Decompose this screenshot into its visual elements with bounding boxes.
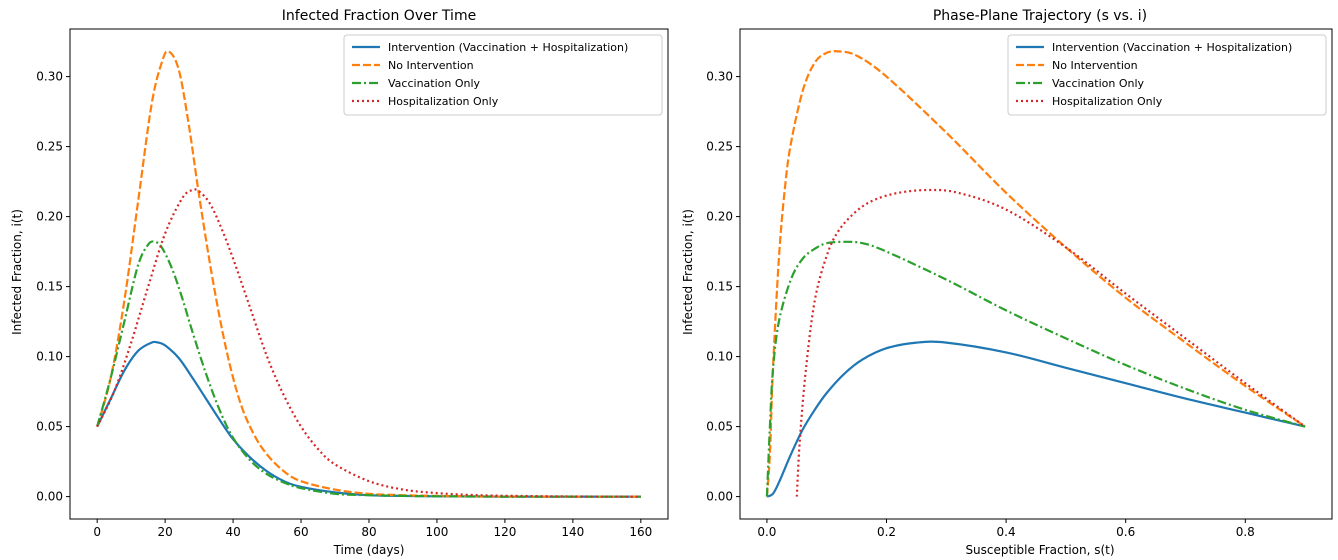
x-tick-label: 0.8 xyxy=(1236,525,1255,539)
legend-entry: No Intervention xyxy=(1052,59,1138,72)
series-line-4 xyxy=(96,188,641,498)
y-tick-label: 0.10 xyxy=(36,350,63,364)
x-tick-label: 80 xyxy=(361,525,376,539)
series-line-3 xyxy=(765,240,1306,497)
y-tick-label: 0.25 xyxy=(36,140,63,154)
x-tick-label: 0.0 xyxy=(757,525,776,539)
infected-over-time-plot: Infected Fraction Over Time Time (days) … xyxy=(10,8,669,557)
plot-frame xyxy=(69,28,669,520)
axis-ticks: 0 20 40 60 80 100 120 140 160 0.00 0.05 0.10 0.15 0.2… xyxy=(36,70,652,539)
x-tick-label: 40 xyxy=(225,525,240,539)
x-tick-label: 0 xyxy=(93,525,101,539)
phase-plane-plot: Phase-Plane Trajectory (s vs. i) Suscept… xyxy=(681,8,1333,557)
y-tick-label: 0.05 xyxy=(36,420,63,434)
chart-title: Phase-Plane Trajectory (s vs. i) xyxy=(933,8,1147,24)
y-tick-label: 0.30 xyxy=(706,70,733,84)
legend-entry: No Intervention xyxy=(388,59,474,72)
legend-box xyxy=(343,34,663,116)
legend-entry: Vaccination Only xyxy=(388,77,481,90)
series-lines xyxy=(765,50,1306,498)
legend: Intervention (Vaccination + Hospitalizat… xyxy=(1007,34,1327,116)
legend-entry: Hospitalization Only xyxy=(388,95,499,108)
legend-entry: Hospitalization Only xyxy=(1052,95,1163,108)
x-axis-label: Susceptible Fraction, s(t) xyxy=(965,543,1114,557)
y-tick-label: 0.00 xyxy=(706,490,733,504)
x-axis-label: Time (days) xyxy=(333,543,405,557)
x-tick-label: 60 xyxy=(293,525,308,539)
axis-ticks: 0.0 0.2 0.4 0.6 0.8 0.00 0.05 0.10 0.15 0.20 0.25 0… xyxy=(706,70,1255,539)
y-tick-label: 0.10 xyxy=(706,350,733,364)
y-tick-label: 0.30 xyxy=(36,70,63,84)
series-line-1 xyxy=(766,340,1306,498)
y-tick-label: 0.00 xyxy=(36,490,63,504)
legend: Intervention (Vaccination + Hospitalizat… xyxy=(343,34,663,116)
plot-frame xyxy=(739,28,1333,520)
x-tick-label: 100 xyxy=(426,525,449,539)
series-lines xyxy=(96,50,641,498)
x-tick-label: 140 xyxy=(561,525,584,539)
series-line-2 xyxy=(765,50,1306,497)
legend-box xyxy=(1007,34,1327,116)
legend-entry: Vaccination Only xyxy=(1052,77,1145,90)
series-line-2 xyxy=(96,50,641,498)
chart-title: Infected Fraction Over Time xyxy=(282,8,476,24)
y-tick-label: 0.20 xyxy=(36,210,63,224)
y-tick-label: 0.05 xyxy=(706,420,733,434)
y-tick-label: 0.25 xyxy=(706,140,733,154)
x-tick-label: 0.2 xyxy=(877,525,896,539)
series-line-4 xyxy=(795,188,1306,497)
y-tick-label: 0.20 xyxy=(706,210,733,224)
x-tick-label: 20 xyxy=(157,525,172,539)
x-tick-label: 0.4 xyxy=(997,525,1016,539)
legend-entry: Intervention (Vaccination + Hospitalizat… xyxy=(1052,41,1292,54)
y-tick-label: 0.15 xyxy=(706,280,733,294)
y-tick-label: 0.15 xyxy=(36,280,63,294)
x-tick-label: 160 xyxy=(629,525,652,539)
y-axis-label: Infected Fraction, i(t) xyxy=(10,209,24,335)
x-tick-label: 0.6 xyxy=(1116,525,1135,539)
series-line-3 xyxy=(96,240,641,498)
y-axis-label: Infected Fraction, i(t) xyxy=(681,209,695,335)
x-tick-label: 120 xyxy=(493,525,516,539)
legend-entry: Intervention (Vaccination + Hospitalizat… xyxy=(388,41,628,54)
